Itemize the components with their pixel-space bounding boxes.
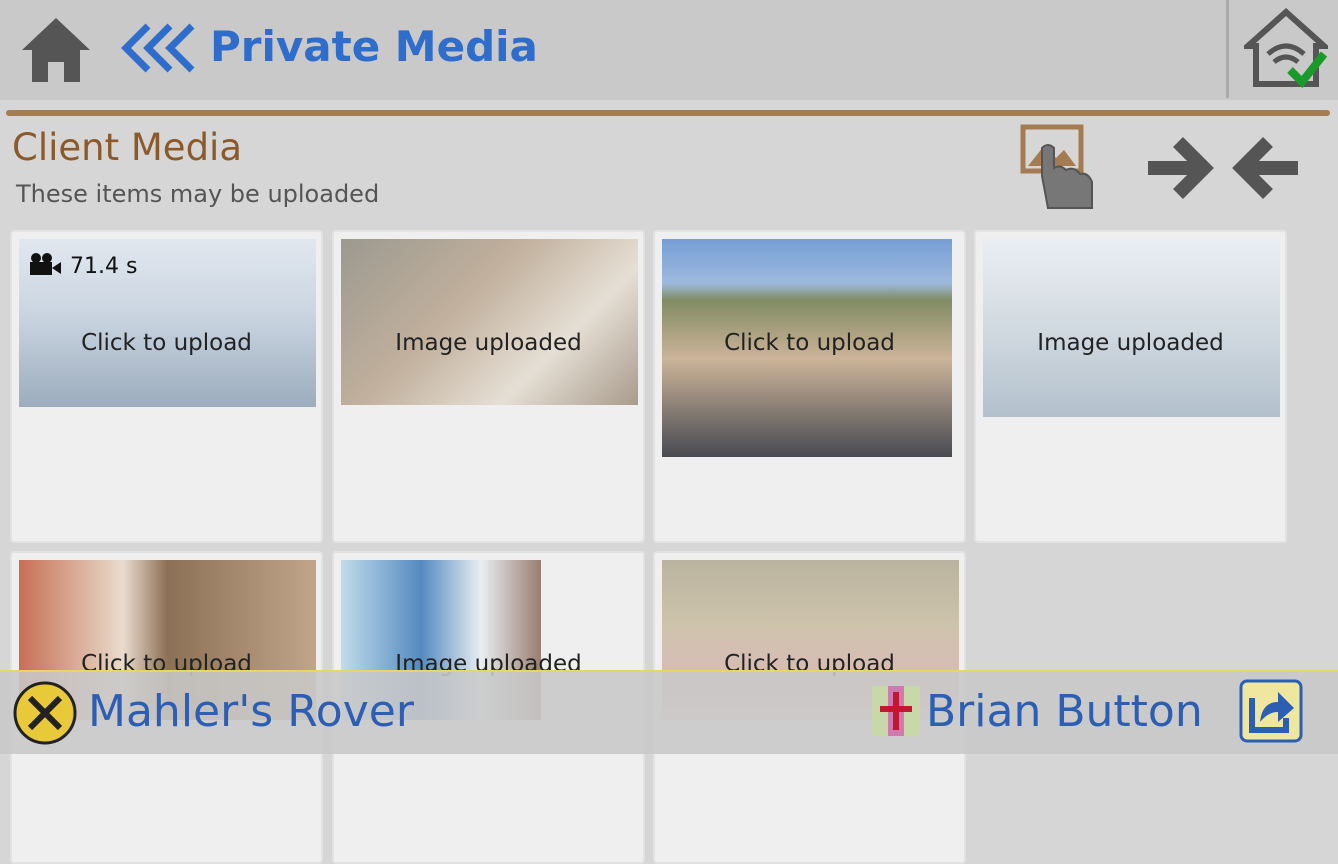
page-title: Private Media bbox=[210, 22, 538, 71]
video-duration: 71.4 s bbox=[28, 252, 137, 279]
media-thumbnail bbox=[19, 239, 316, 407]
media-tile[interactable]: Click to upload 71.4 s bbox=[10, 230, 323, 543]
upload-status: Image uploaded bbox=[395, 330, 582, 356]
section-title: Client Media bbox=[12, 126, 243, 169]
header: Private Media bbox=[0, 0, 1338, 100]
upload-status: Click to upload bbox=[724, 330, 895, 356]
home-button[interactable] bbox=[20, 16, 92, 84]
vehicle-name: Mahler's Rover bbox=[88, 686, 414, 737]
vehicle-logo bbox=[13, 681, 77, 745]
media-tile[interactable]: Image uploaded bbox=[332, 230, 645, 543]
footer: Mahler's Rover Brian Button bbox=[0, 670, 1338, 754]
share-button[interactable] bbox=[1238, 678, 1304, 744]
duration-text: 71.4 s bbox=[70, 254, 138, 279]
video-icon bbox=[30, 253, 61, 275]
user-avatar bbox=[872, 686, 920, 736]
media-thumbnail bbox=[662, 239, 952, 457]
media-tile[interactable]: Click to upload bbox=[653, 230, 966, 543]
collapse-button[interactable] bbox=[1144, 134, 1304, 202]
separator bbox=[6, 110, 1330, 116]
back-button[interactable] bbox=[120, 22, 210, 74]
user-name: Brian Button bbox=[926, 686, 1203, 737]
connection-status[interactable] bbox=[1244, 8, 1328, 88]
media-thumbnail bbox=[341, 239, 638, 405]
section-subtitle: These items may be uploaded bbox=[16, 180, 380, 208]
pick-image-button[interactable] bbox=[1020, 124, 1098, 212]
upload-status: Image uploaded bbox=[1037, 330, 1224, 356]
media-tile[interactable]: Image uploaded bbox=[974, 230, 1287, 543]
divider bbox=[1226, 0, 1229, 98]
media-thumbnail bbox=[983, 239, 1280, 417]
upload-status: Click to upload bbox=[81, 330, 252, 356]
